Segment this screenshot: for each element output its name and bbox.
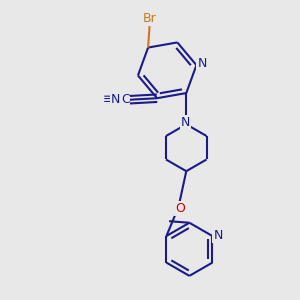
Text: N: N: [197, 57, 207, 70]
Text: O: O: [175, 202, 185, 215]
Text: Br: Br: [143, 12, 157, 25]
Text: C: C: [121, 93, 130, 106]
Text: ≡N: ≡N: [103, 93, 123, 106]
Text: N: N: [111, 93, 121, 106]
Text: C: C: [117, 93, 125, 106]
Text: N: N: [213, 229, 223, 242]
Text: N: N: [181, 116, 190, 129]
